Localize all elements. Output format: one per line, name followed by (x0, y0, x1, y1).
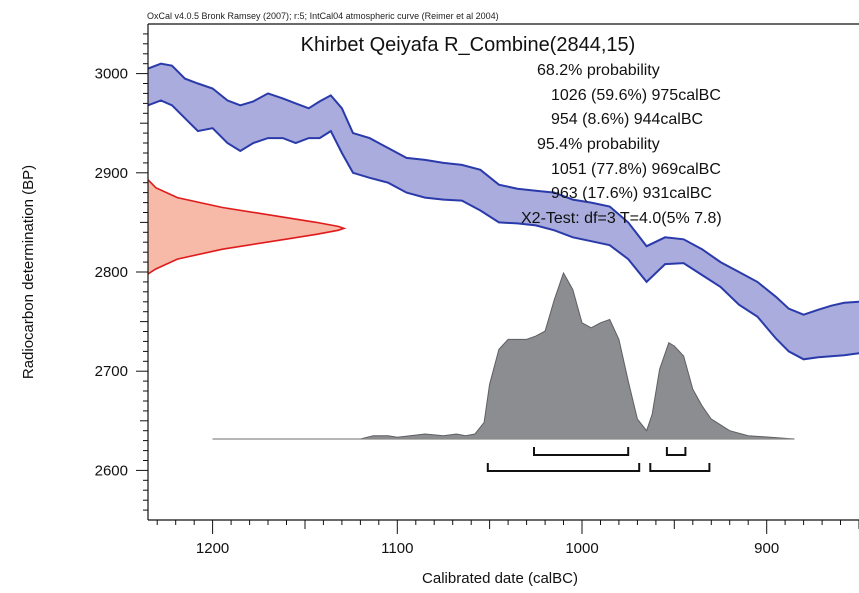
annotation-68-range-1: 1026 (59.6%) 975calBC (551, 87, 721, 104)
range-68-bracket-2 (665, 447, 687, 456)
y-tick-label: 3000 (95, 66, 128, 83)
x-tick-label: 1000 (565, 540, 598, 557)
annotation-95-range-2: 963 (17.6%) 931calBC (551, 185, 712, 202)
plot-area (148, 62, 859, 472)
calibration-curve-upper (148, 62, 859, 316)
annotation-block: Khirbet Qeiyafa R_Combine(2844,15) 68.2%… (301, 34, 722, 227)
range-68-bracket-1 (533, 447, 630, 456)
y-tick-label: 2900 (95, 165, 128, 182)
axis-ticks: 1200 1100 1000 900 2600 2700 2800 2900 3000 (95, 33, 859, 557)
range-95-bracket-1 (486, 463, 641, 472)
calibrated-distribution (212, 271, 795, 440)
header-text: OxCal v4.0.5 Bronk Ramsey (2007); r:5; I… (147, 11, 499, 21)
y-tick-label: 2700 (95, 363, 128, 380)
annotation-68-heading: 68.2% probability (537, 62, 660, 79)
calibration-curve-band (148, 63, 859, 360)
x-tick-label: 1200 (196, 540, 229, 557)
plot-frame (147, 23, 859, 521)
calibration-curve-lower (148, 99, 859, 361)
annotation-95-range-1: 1051 (77.8%) 969calBC (551, 161, 721, 178)
chart-title: Khirbet Qeiyafa R_Combine(2844,15) (301, 34, 636, 56)
x-tick-label: 900 (754, 540, 779, 557)
range-95-bracket-2 (649, 463, 711, 472)
y-tick-label: 2800 (95, 264, 128, 281)
radiocarbon-distribution-fill (148, 179, 344, 274)
x-axis-label: Calibrated date (calBC) (422, 570, 578, 587)
annotation-68-range-2: 954 (8.6%) 944calBC (551, 111, 703, 128)
y-tick-label: 2600 (95, 462, 128, 479)
x-tick-label: 1100 (381, 540, 413, 557)
annotation-chi-square-test: X2-Test: df=3 T=4.0(5% 7.8) (521, 210, 722, 227)
annotation-95-heading: 95.4% probability (537, 136, 660, 153)
y-axis-label: Radiocarbon determination (BP) (20, 165, 37, 379)
radiocarbon-distribution-line (148, 179, 347, 275)
